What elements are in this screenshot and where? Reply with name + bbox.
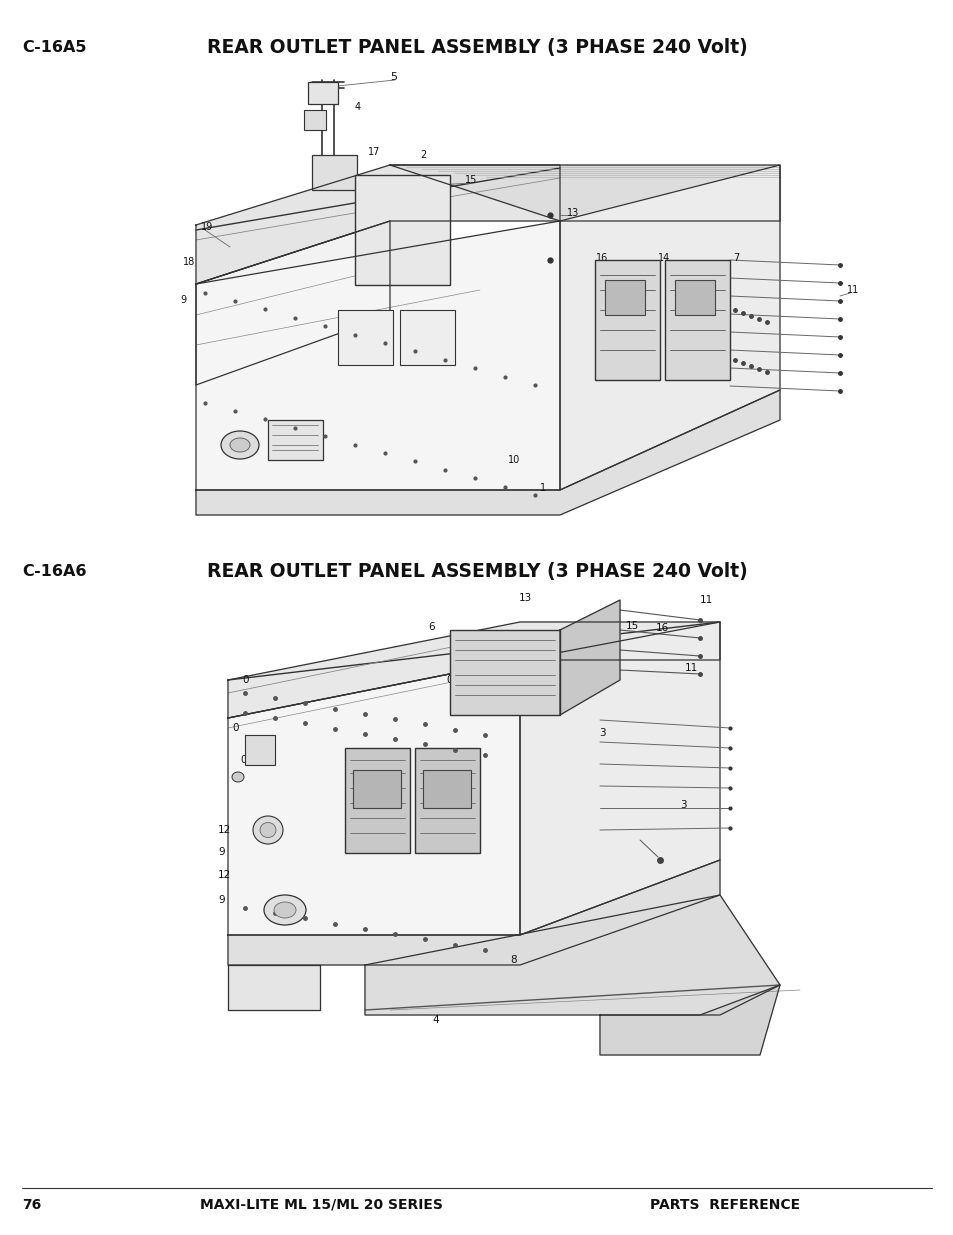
- Polygon shape: [559, 600, 619, 715]
- Text: 7: 7: [732, 253, 739, 263]
- Text: 14: 14: [658, 253, 670, 263]
- Polygon shape: [228, 659, 519, 935]
- Text: 9: 9: [180, 295, 186, 305]
- Text: 4: 4: [432, 1015, 438, 1025]
- Text: 11: 11: [700, 595, 713, 605]
- Text: 12: 12: [218, 869, 231, 881]
- Polygon shape: [228, 860, 720, 965]
- Polygon shape: [195, 165, 559, 284]
- Text: REAR OUTLET PANEL ASSEMBLY (3 PHASE 240 Volt): REAR OUTLET PANEL ASSEMBLY (3 PHASE 240 …: [207, 37, 746, 57]
- Text: REAR OUTLET PANEL ASSEMBLY (3 PHASE 240 Volt): REAR OUTLET PANEL ASSEMBLY (3 PHASE 240 …: [207, 562, 746, 580]
- Text: 15: 15: [625, 621, 639, 631]
- Text: 11: 11: [846, 285, 859, 295]
- Bar: [312, 156, 356, 190]
- Text: 10: 10: [507, 454, 519, 466]
- Text: 5: 5: [390, 72, 396, 82]
- Text: 0: 0: [242, 676, 248, 685]
- Text: 0: 0: [446, 676, 452, 685]
- Ellipse shape: [221, 431, 258, 459]
- Text: 76: 76: [22, 1198, 41, 1212]
- Bar: [268, 420, 323, 459]
- Text: 3: 3: [598, 727, 605, 739]
- Text: 0: 0: [240, 755, 246, 764]
- Text: C-16A6: C-16A6: [22, 563, 87, 578]
- Text: 16: 16: [656, 622, 669, 634]
- Bar: [675, 280, 714, 315]
- Text: C-16A5: C-16A5: [22, 40, 87, 54]
- Text: 12: 12: [218, 825, 231, 835]
- Ellipse shape: [264, 895, 306, 925]
- Text: 6: 6: [428, 622, 435, 632]
- Text: 0: 0: [232, 722, 238, 734]
- Bar: [422, 769, 471, 808]
- Polygon shape: [228, 622, 720, 718]
- Bar: [308, 82, 337, 104]
- Polygon shape: [390, 165, 780, 221]
- Text: 3: 3: [679, 800, 686, 810]
- Text: 9: 9: [218, 895, 224, 905]
- Bar: [450, 630, 559, 715]
- Bar: [415, 748, 479, 853]
- Bar: [337, 310, 393, 366]
- Bar: [353, 769, 400, 808]
- Ellipse shape: [230, 438, 250, 452]
- Bar: [304, 110, 326, 130]
- Bar: [245, 735, 274, 764]
- Text: 1: 1: [539, 483, 545, 493]
- Polygon shape: [228, 965, 319, 1010]
- Bar: [355, 175, 450, 285]
- Text: 8: 8: [510, 955, 517, 965]
- Text: 15: 15: [464, 175, 476, 185]
- Polygon shape: [195, 221, 559, 490]
- Polygon shape: [599, 986, 780, 1055]
- Polygon shape: [365, 895, 780, 1015]
- Text: 18: 18: [183, 257, 195, 267]
- Text: 9: 9: [218, 847, 224, 857]
- Text: 16: 16: [596, 253, 608, 263]
- Text: 19: 19: [201, 222, 213, 232]
- Text: PARTS  REFERENCE: PARTS REFERENCE: [649, 1198, 800, 1212]
- Bar: [604, 280, 644, 315]
- Text: 11: 11: [684, 663, 698, 673]
- Polygon shape: [195, 390, 780, 515]
- Text: MAXI-LITE ML 15/ML 20 SERIES: MAXI-LITE ML 15/ML 20 SERIES: [200, 1198, 442, 1212]
- Ellipse shape: [232, 772, 244, 782]
- Bar: [664, 261, 729, 380]
- Text: 17: 17: [368, 147, 380, 157]
- Ellipse shape: [253, 816, 283, 844]
- Text: 13: 13: [566, 207, 578, 219]
- Text: 13: 13: [518, 593, 532, 603]
- Text: 2: 2: [419, 149, 426, 161]
- Text: 4: 4: [355, 103, 361, 112]
- Bar: [345, 748, 410, 853]
- Polygon shape: [519, 622, 720, 935]
- Ellipse shape: [274, 902, 295, 918]
- Polygon shape: [195, 221, 390, 385]
- Bar: [399, 310, 455, 366]
- Ellipse shape: [260, 823, 275, 837]
- Polygon shape: [559, 165, 780, 490]
- Bar: [595, 261, 659, 380]
